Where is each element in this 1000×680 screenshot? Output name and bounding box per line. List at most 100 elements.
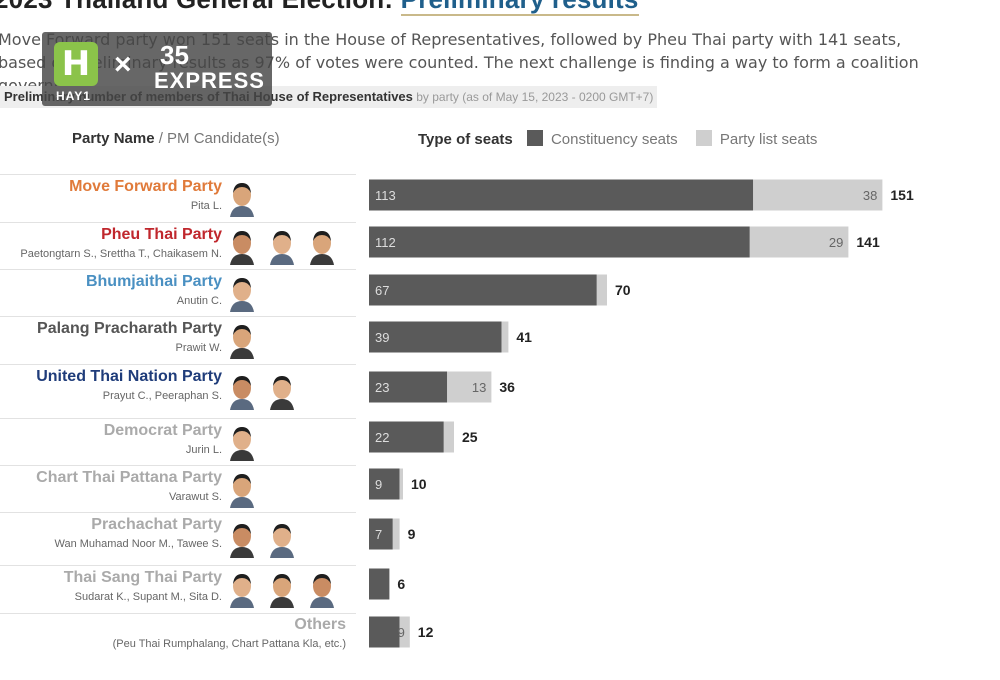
pm-candidates: Paetongtarn S., Srettha T., Chaikasem N.: [20, 248, 222, 260]
bar-constituency-move-forward-party: [369, 179, 754, 211]
label-partylist: 29: [829, 235, 843, 250]
candidate-photo-icon: [228, 274, 256, 312]
label-constituency: 23: [375, 380, 389, 395]
party-row-pheu-thai-party: Pheu Thai Party Paetongtarn S., Srettha T…: [0, 222, 356, 270]
bar-partylist-bhumjaithai-party: [596, 274, 607, 306]
pm-candidates: (Peu Thai Rumphalang, Chart Pattana Kla,…: [112, 638, 346, 650]
pm-candidates: Pita L.: [190, 200, 222, 212]
label-total: 41: [516, 329, 532, 345]
bar-constituency-democrat-party: [369, 421, 444, 453]
party-row-thai-sang-thai-party: Thai Sang Thai Party Sudarat K., Supant M…: [0, 565, 356, 614]
label-partylist: 13: [472, 380, 486, 395]
label-constituency: 112: [375, 235, 396, 250]
title-main: 2023 Thailand General Election:: [0, 0, 401, 14]
party-row-others: Others (Peu Thai Rumphalang, Chart Pattan…: [0, 613, 356, 664]
legend-title: Type of seats: [418, 131, 513, 148]
bar-constituency-pheu-thai-party: [369, 226, 750, 258]
bar-constituency-prachachat-party: [369, 518, 393, 550]
label-total: 6: [397, 576, 405, 592]
party-name: Palang Pracharath Party: [37, 320, 222, 337]
legend-swatch-constituency: [526, 130, 543, 146]
pm-candidates: Varawut S.: [169, 491, 222, 503]
label-partylist: 9: [398, 625, 405, 640]
pm-candidates: Anutin C.: [176, 295, 222, 307]
candidate-photo-icon: [228, 321, 256, 359]
label-total: 151: [890, 187, 914, 203]
bar-partylist-others: [399, 616, 410, 648]
candidate-photos: [228, 372, 348, 412]
pm-candidates: Wan Muhamad Noor M., Tawee S.: [54, 538, 222, 550]
watermark-number: 35: [160, 40, 189, 70]
label-total: 141: [856, 234, 880, 250]
candidate-photo-icon: [308, 570, 336, 608]
label-constituency: 22: [375, 430, 389, 445]
party-name: Bhumjaithai Party: [85, 273, 222, 290]
legend-swatch-partylist: [695, 130, 712, 146]
party-row-chart-thai-pattana-party: Chart Thai Pattana Party Varawut S.: [0, 465, 356, 513]
bar-partylist-united-thai-nation-party: [447, 371, 492, 403]
party-row-prachachat-party: Prachachat Party Wan Muhamad Noor M., Taw…: [0, 512, 356, 566]
candidate-photos: [228, 321, 348, 361]
pm-candidates: Prawit W.: [175, 342, 222, 354]
candidate-photo-icon: [228, 470, 256, 508]
label-partylist: 38: [863, 188, 877, 203]
label-total: 25: [462, 429, 478, 445]
candidate-photos: [228, 179, 348, 219]
party-name: Prachachat Party: [91, 516, 222, 533]
bar-constituency-others: [369, 616, 400, 648]
party-row-palang-pracharath-party: Palang Pracharath Party Prawit W.: [0, 316, 356, 365]
label-total: 12: [418, 624, 434, 640]
candidate-photo-icon: [228, 227, 256, 265]
party-header-rest: / PM Candidate(s): [154, 130, 280, 147]
bar-constituency-united-thai-nation-party: [369, 371, 448, 403]
candidate-photo-icon: [308, 227, 336, 265]
candidate-photo-icon: [228, 423, 256, 461]
legend-label-constituency: Constituency seats: [550, 131, 678, 148]
party-row-bhumjaithai-party: Bhumjaithai Party Anutin C.: [0, 269, 356, 317]
candidate-photo-icon: [268, 570, 296, 608]
pm-candidates: Sudarat K., Supant M., Sita D.: [74, 591, 222, 603]
bar-partylist-democrat-party: [443, 421, 454, 453]
label-total: 9: [408, 526, 416, 542]
title-highlight: Preliminary results: [400, 0, 639, 16]
label-constituency: 67: [375, 283, 389, 298]
candidate-photo-icon: [268, 372, 296, 410]
party-name: Pheu Thai Party: [101, 226, 222, 243]
bar-partylist-prachachat-party: [392, 518, 400, 550]
party-name: Chart Thai Pattana Party: [36, 469, 222, 486]
bar-partylist-palang-pracharath-party: [501, 321, 509, 353]
label-total: 36: [499, 379, 515, 395]
subhead-date: by party (as of May 15, 2023 - 0200 GMT+…: [412, 90, 654, 104]
candidate-photos: [228, 227, 348, 267]
candidate-photos: [228, 570, 348, 610]
party-name: Others: [294, 616, 346, 633]
party-name: Democrat Party: [103, 422, 222, 439]
candidate-photo-icon: [228, 520, 256, 558]
candidate-photo-icon: [268, 227, 296, 265]
candidate-photos: [228, 470, 348, 510]
watermark-overlay: H HAY1 × 35 EXPRESS: [42, 32, 272, 106]
watermark-brand: EXPRESS: [154, 68, 265, 93]
bar-partylist-pheu-thai-party: [749, 226, 849, 258]
chart-legend: Type of seats Constituency seats Party l…: [418, 130, 817, 148]
label-total: 70: [615, 282, 631, 298]
candidate-photos: [228, 423, 348, 463]
bar-constituency-thai-sang-thai-party: [369, 568, 390, 600]
party-name: United Thai Nation Party: [36, 368, 222, 385]
party-row-move-forward-party: Move Forward Party Pita L.: [0, 174, 356, 223]
bar-constituency-bhumjaithai-party: [369, 274, 597, 306]
bar-partylist-chart-thai-pattana-party: [399, 468, 403, 500]
bar-constituency-chart-thai-pattana-party: [369, 468, 400, 500]
party-column-header: Party Name / PM Candidate(s): [72, 130, 280, 147]
party-header-bold: Party Name: [72, 130, 155, 147]
party-name: Move Forward Party: [69, 178, 222, 195]
candidate-photo-icon: [228, 179, 256, 217]
watermark-hay1-text: HAY1: [56, 89, 91, 103]
candidate-photos: [228, 274, 348, 314]
pm-candidates: Jurin L.: [185, 444, 222, 456]
candidate-photo-icon: [268, 520, 296, 558]
label-constituency: 39: [375, 330, 389, 345]
hay1-logo-icon: H: [54, 42, 98, 86]
pm-candidates: Prayut C., Peeraphan S.: [102, 390, 222, 402]
